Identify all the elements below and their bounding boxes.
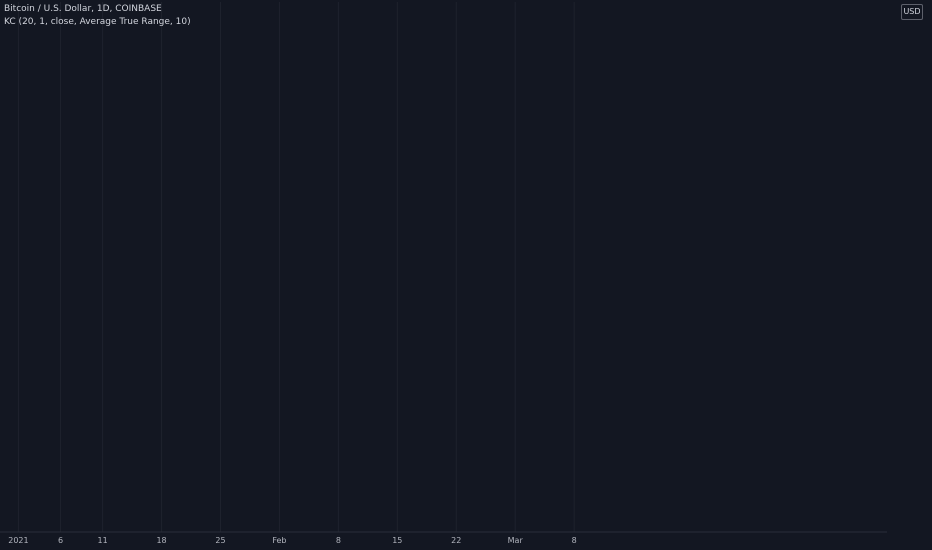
indicator-label[interactable]: KC (20, 1, close, Average True Range, 10…	[4, 17, 191, 27]
time-axis: 2021 6 11 18 25 Feb 8 15 22 Mar 8	[0, 531, 887, 545]
x-tick-label: 2021	[8, 536, 28, 545]
x-tick-label: 8	[336, 536, 341, 545]
x-tick-label: 8	[572, 536, 577, 545]
x-tick-label: 15	[392, 536, 402, 545]
x-tick-label: 18	[156, 536, 166, 545]
x-tick-label: 22	[451, 536, 461, 545]
x-tick-label: 6	[58, 536, 63, 545]
price-axis-bg	[887, 0, 932, 550]
grid-lines	[17, 2, 575, 532]
x-tick-label: 25	[215, 536, 225, 545]
x-tick-label: Mar	[508, 536, 524, 545]
x-tick-label: Feb	[272, 536, 286, 545]
x-tick-label: 11	[98, 536, 108, 545]
currency-button[interactable]: USD	[901, 4, 923, 20]
price-axis: 18000.0020000.0022000.0024000.0026000.00…	[887, 0, 932, 550]
chart-title: Bitcoin / U.S. Dollar, 1D, COINBASE	[4, 4, 162, 14]
